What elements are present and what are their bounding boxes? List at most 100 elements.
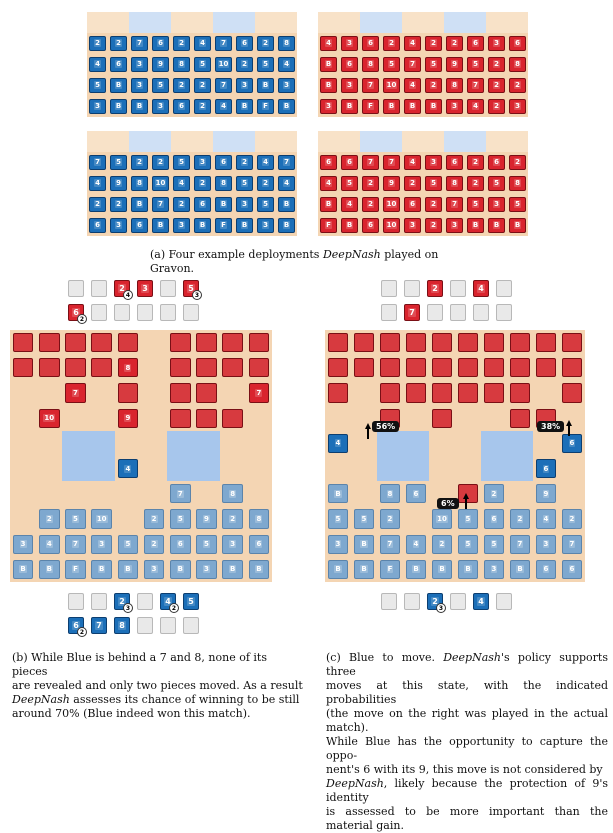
blue-piece: 8 — [131, 175, 148, 192]
piece-rank-label: 3 — [493, 200, 500, 209]
piece-rank-label: 2 — [150, 540, 158, 549]
blue-piece: 2 — [173, 196, 190, 213]
red-piece-hidden — [327, 383, 349, 403]
blue-piece: 3 — [257, 217, 274, 234]
red-piece: 6 — [446, 154, 463, 171]
tray-slot — [160, 304, 176, 321]
board-cell: 6 — [87, 215, 108, 236]
piece-rank-label: 6 — [514, 39, 521, 48]
piece-rank-label: 9 — [203, 514, 210, 523]
board-cell — [377, 355, 403, 381]
board-cell: B — [429, 556, 455, 582]
tray-slot — [450, 280, 466, 297]
piece-rank-label: 2 — [115, 200, 122, 209]
red-piece: B — [404, 98, 421, 115]
piece-rank-label: F — [72, 565, 79, 574]
blue-piece: F — [215, 217, 232, 234]
red-piece: 3 — [425, 154, 442, 171]
board-cell: 2 — [402, 173, 423, 194]
board-cell: 2 — [486, 75, 507, 96]
red-piece: 10 — [383, 196, 400, 213]
board-cell: 7 — [62, 380, 89, 406]
blue-piece: 6 — [405, 484, 427, 504]
board-cell: 2 — [507, 75, 528, 96]
piece-rank-label: 3 — [451, 102, 458, 111]
board-cell — [219, 405, 246, 431]
board-cell — [507, 380, 533, 406]
red-captured-piece: 3 — [137, 280, 153, 297]
red-piece: 4 — [467, 98, 484, 115]
count-badge: 4 — [123, 290, 133, 300]
empty-slot-icon — [183, 617, 199, 634]
piece-rank-label: 3 — [136, 60, 143, 69]
board-cell — [481, 330, 507, 356]
blue-piece: 3 — [131, 56, 148, 73]
board-cell: B — [129, 96, 150, 117]
red-piece-hidden — [117, 383, 139, 403]
blue-piece: B — [353, 559, 375, 579]
board-cell: 10 — [36, 405, 63, 431]
board-cell: 8 — [360, 54, 381, 75]
piece-rank-label: 6 — [451, 158, 458, 167]
piece-rank-label: 3 — [141, 284, 149, 293]
board-cell: 6 — [360, 33, 381, 54]
board-cell: 4 — [114, 456, 141, 482]
board-cell: 2 — [171, 194, 192, 215]
red-piece: B — [509, 217, 526, 234]
red-piece-hidden — [561, 333, 583, 353]
board-cell — [245, 481, 272, 507]
board-cell: 5 — [381, 54, 402, 75]
blue-captured-piece: 8 — [114, 617, 130, 634]
red-piece-hidden — [196, 333, 217, 353]
board-cell — [36, 481, 63, 507]
board-cell: 10 — [88, 506, 115, 532]
board-cell — [325, 355, 351, 381]
piece-rank-label: 7 — [220, 39, 227, 48]
board-cell: 2 — [507, 152, 528, 173]
board-cell: 4 — [255, 152, 276, 173]
red-piece: 2 — [446, 35, 463, 52]
board-cell: 6 — [129, 215, 150, 236]
board-cell: 2 — [360, 173, 381, 194]
board-cell: 8 — [114, 355, 141, 381]
blue-piece: F — [65, 559, 86, 579]
board-cell: 3 — [486, 194, 507, 215]
piece-rank-label: 2 — [430, 221, 437, 230]
piece-rank-label: 10 — [385, 200, 398, 209]
red-piece-hidden — [170, 408, 191, 428]
piece-rank-label: 6 — [367, 39, 374, 48]
board-cell: 8 — [129, 173, 150, 194]
piece-rank-label: B — [282, 221, 291, 230]
piece-rank-label: B — [198, 221, 207, 230]
board-cell — [351, 481, 377, 507]
piece-rank-label: 6 — [72, 621, 80, 630]
piece-rank-label: 6 — [72, 308, 80, 317]
board-cell — [381, 12, 402, 33]
board-cell: 3 — [444, 215, 465, 236]
blue-piece: 8 — [379, 484, 401, 504]
piece-rank-label: B — [282, 200, 291, 209]
tray-slot — [160, 617, 176, 634]
board-cell: 2 — [360, 194, 381, 215]
piece-rank-label: 3 — [542, 540, 550, 549]
board-cell: 2 — [219, 506, 246, 532]
piece-rank-label: 3 — [229, 540, 237, 549]
board-cell: 3 — [193, 556, 220, 582]
red-piece-hidden — [222, 333, 243, 353]
board-cell: 9 — [444, 54, 465, 75]
red-piece: F — [362, 98, 379, 115]
piece-rank-label: B — [156, 221, 165, 230]
board-cell: 6 — [403, 481, 429, 507]
blue-piece: 2 — [39, 509, 60, 529]
board-cell: 2 — [423, 194, 444, 215]
piece-rank-label: B — [114, 102, 123, 111]
board-cell: 4 — [533, 506, 559, 532]
blue-piece: 5 — [257, 196, 274, 213]
captured-pieces-tray: 2 4 7 — [381, 280, 512, 321]
piece-rank-label: 7 — [386, 540, 394, 549]
red-piece: 10 — [39, 408, 60, 428]
count-badge: 2 — [77, 627, 87, 637]
board-cell — [360, 12, 381, 33]
